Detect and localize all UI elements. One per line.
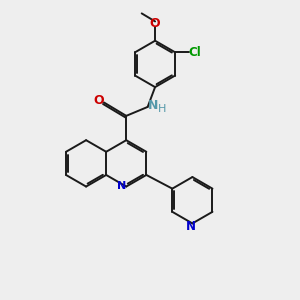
- Text: H: H: [158, 104, 167, 114]
- Text: N: N: [117, 181, 126, 191]
- Text: O: O: [150, 17, 160, 30]
- Text: Cl: Cl: [188, 46, 201, 59]
- Text: O: O: [93, 94, 104, 107]
- Text: N: N: [148, 99, 158, 112]
- Text: N: N: [186, 220, 196, 233]
